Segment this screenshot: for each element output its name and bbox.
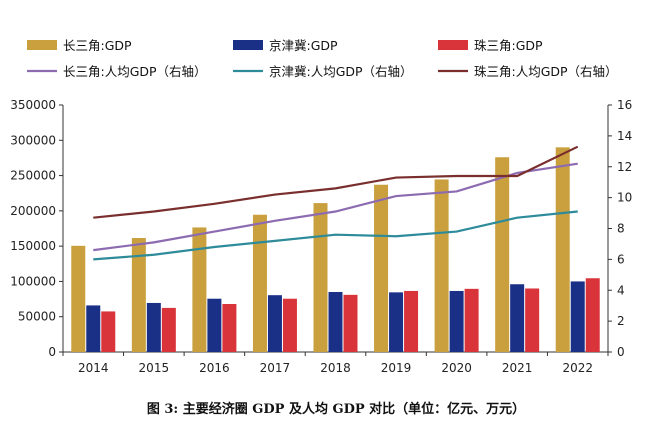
bar-京津冀:GDP-2016	[207, 298, 222, 352]
bar-京津冀:GDP-2019	[389, 292, 404, 352]
right-axis-tick-label: 2	[617, 314, 625, 328]
bar-京津冀:GDP-2021	[510, 284, 525, 352]
line-珠三角:人均GDP（右轴）	[93, 145, 579, 219]
legend-swatch	[233, 40, 263, 50]
bar-珠三角:GDP-2014	[101, 311, 116, 352]
x-axis-tick-label: 2022	[562, 361, 593, 375]
legend-label: 京津冀:GDP	[269, 38, 338, 53]
bar-珠三角:GDP-2017	[282, 298, 297, 352]
x-axis-tick-label: 2017	[260, 361, 291, 375]
bar-长三角:GDP-2021	[495, 157, 510, 352]
x-axis-tick-label: 2016	[199, 361, 230, 375]
bar-京津冀:GDP-2022	[570, 281, 585, 352]
left-axis-tick-label: 0	[48, 345, 56, 359]
right-axis-tick-label: 12	[617, 160, 632, 174]
bar-长三角:GDP-2022	[555, 147, 570, 352]
line-长三角:人均GDP（右轴）	[93, 162, 578, 252]
left-axis-tick-label: 200000	[10, 204, 56, 218]
legend-swatch	[438, 40, 468, 50]
legend-label: 长三角:GDP	[63, 38, 132, 53]
bar-长三角:GDP-2016	[192, 227, 207, 352]
legend-label: 长三角:人均GDP（右轴）	[63, 64, 207, 79]
bar-长三角:GDP-2014	[71, 245, 86, 352]
bar-京津冀:GDP-2015	[146, 302, 161, 352]
x-axis-tick-label: 2021	[502, 361, 533, 375]
bar-珠三角:GDP-2022	[585, 278, 600, 352]
legend-swatch	[27, 40, 57, 50]
x-axis-tick-label: 2020	[441, 361, 472, 375]
right-axis-tick-label: 16	[617, 98, 632, 112]
bar-长三角:GDP-2019	[374, 184, 389, 352]
bar-长三角:GDP-2017	[252, 214, 267, 352]
left-axis-tick-label: 150000	[10, 239, 56, 253]
bar-珠三角:GDP-2015	[161, 307, 176, 352]
bar-京津冀:GDP-2017	[267, 295, 282, 352]
left-axis-tick-label: 50000	[18, 310, 56, 324]
bar-珠三角:GDP-2021	[525, 288, 540, 352]
figure-caption: 图 3: 主要经济圈 GDP 及人均 GDP 对比（单位：亿元、万元）	[146, 402, 526, 417]
bar-京津冀:GDP-2014	[86, 305, 101, 352]
right-axis-tick-label: 6	[617, 252, 625, 266]
right-axis-tick-label: 8	[617, 222, 625, 236]
x-axis-tick-label: 2015	[139, 361, 170, 375]
gdp-combo-chart: 0 50000 100000 150000 200000 250000 300000 3500…	[10, 38, 632, 375]
bar-京津冀:GDP-2018	[328, 292, 343, 352]
bar-珠三角:GDP-2020	[464, 288, 479, 352]
left-axis-tick-label: 100000	[10, 274, 56, 288]
x-axis-tick-label: 2014	[78, 361, 109, 375]
bar-珠三角:GDP-2018	[343, 294, 358, 352]
left-axis-tick-label: 300000	[10, 133, 56, 147]
left-axis-tick-label: 350000	[10, 98, 56, 112]
right-axis-tick-label: 10	[617, 191, 632, 205]
legend-label: 珠三角:GDP	[474, 38, 543, 53]
legend-label: 京津冀:人均GDP（右轴）	[269, 64, 413, 79]
right-axis-tick-label: 0	[617, 345, 625, 359]
right-axis-tick-label: 4	[617, 283, 625, 297]
x-axis-tick-label: 2018	[320, 361, 351, 375]
legend-label: 珠三角:人均GDP（右轴）	[474, 64, 618, 79]
bar-珠三角:GDP-2016	[222, 304, 237, 352]
right-axis-tick-label: 14	[617, 129, 632, 143]
bar-京津冀:GDP-2020	[449, 290, 464, 352]
left-axis-tick-label: 250000	[10, 169, 56, 183]
bar-珠三角:GDP-2019	[404, 290, 419, 352]
x-axis-tick-label: 2019	[381, 361, 412, 375]
line-京津冀:人均GDP（右轴）	[93, 210, 578, 261]
bar-长三角:GDP-2020	[434, 179, 449, 352]
bar-长三角:GDP-2015	[131, 238, 146, 352]
bar-长三角:GDP-2018	[313, 203, 328, 352]
